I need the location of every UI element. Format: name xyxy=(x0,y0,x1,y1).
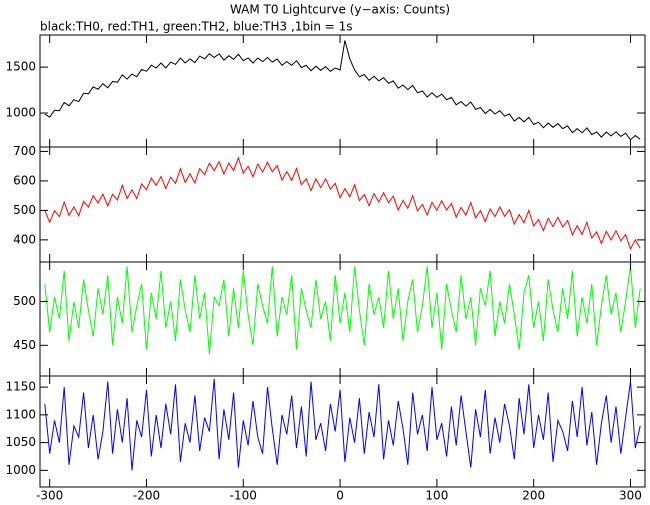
x-tick-label: -100 xyxy=(230,489,257,503)
x-tick-label: 200 xyxy=(522,489,545,503)
light-curve xyxy=(44,40,641,141)
y-tick-label: 450 xyxy=(13,338,36,352)
light-curve xyxy=(44,156,641,251)
y-tick-label: 700 xyxy=(13,144,36,158)
panel-frame xyxy=(39,146,646,263)
y-tick-label: 1050 xyxy=(5,435,36,449)
chart-title: WAM T0 Lightcurve (y−axis: Counts) xyxy=(230,3,450,17)
y-tick-label: 1150 xyxy=(5,380,36,394)
x-tick-label: 100 xyxy=(425,489,448,503)
x-tick-label: -200 xyxy=(133,489,160,503)
panel-frame xyxy=(39,375,646,488)
light-curve xyxy=(44,378,641,471)
x-tick-label: 0 xyxy=(336,489,344,503)
x-tick-label: -300 xyxy=(36,489,63,503)
y-tick-label: 1000 xyxy=(5,106,36,120)
panel-frame xyxy=(39,34,646,148)
y-tick-label: 600 xyxy=(13,173,36,187)
y-tick-label: 1100 xyxy=(5,407,36,421)
y-tick-label: 400 xyxy=(13,232,36,246)
x-tick-label: 300 xyxy=(619,489,642,503)
y-tick-label: 1500 xyxy=(5,60,36,74)
chart-subtitle: black:TH0, red:TH1, green:TH2, blue:TH3 … xyxy=(40,20,353,34)
y-tick-label: 500 xyxy=(13,203,36,217)
light-curve xyxy=(44,266,641,355)
y-tick-label: 500 xyxy=(13,294,36,308)
y-tick-label: 1000 xyxy=(5,463,36,477)
